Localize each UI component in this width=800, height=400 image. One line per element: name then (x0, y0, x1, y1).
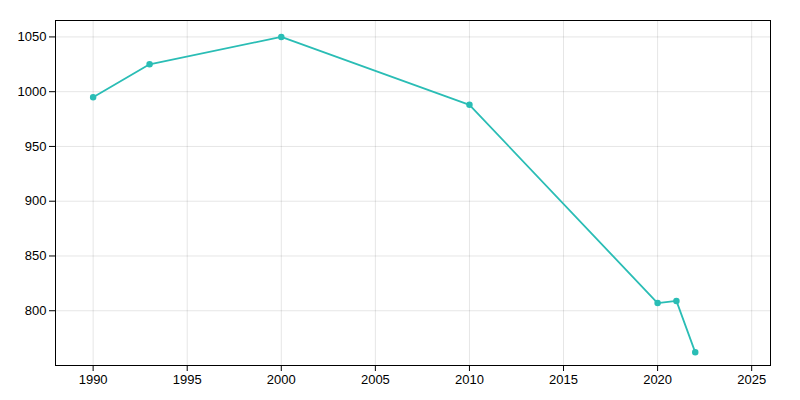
svg-text:850: 850 (25, 248, 47, 263)
svg-text:2025: 2025 (737, 372, 766, 387)
svg-text:900: 900 (25, 193, 47, 208)
svg-text:1995: 1995 (173, 372, 202, 387)
svg-text:2005: 2005 (361, 372, 390, 387)
svg-text:2015: 2015 (549, 372, 578, 387)
svg-text:1000: 1000 (18, 84, 47, 99)
svg-text:2020: 2020 (643, 372, 672, 387)
svg-text:1050: 1050 (18, 29, 47, 44)
svg-text:1990: 1990 (79, 372, 108, 387)
svg-text:950: 950 (25, 139, 47, 154)
svg-text:800: 800 (25, 303, 47, 318)
svg-text:2000: 2000 (267, 372, 296, 387)
svg-text:2010: 2010 (455, 372, 484, 387)
